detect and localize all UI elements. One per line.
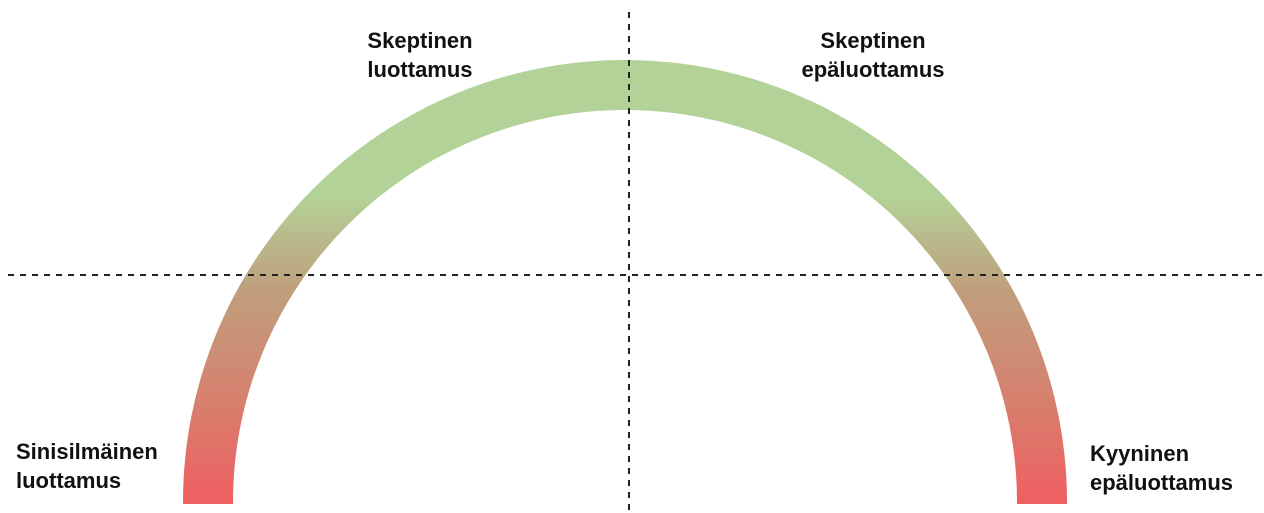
label-skeptical-distrust: Skeptinen epäluottamus [801,26,944,84]
label-skeptical-trust: Skeptinen luottamus [367,26,472,84]
label-cynical-distrust-line1: Kyyninen [1090,441,1190,466]
gradient-arc [183,60,1067,504]
label-naive-trust-line1: Sinisilmäinen [16,439,158,464]
label-skeptical-distrust-line1: Skeptinen [820,28,926,53]
label-naive-trust-line2: luottamus [16,468,122,493]
label-naive-trust: Sinisilmäinen luottamus [16,437,158,495]
label-skeptical-distrust-line2: epäluottamus [801,57,945,82]
label-skeptical-trust-line1: Skeptinen [367,28,473,53]
label-cynical-distrust: Kyyninen epäluottamus [1090,439,1233,497]
label-skeptical-trust-line2: luottamus [367,57,473,82]
label-cynical-distrust-line2: epäluottamus [1090,470,1234,495]
